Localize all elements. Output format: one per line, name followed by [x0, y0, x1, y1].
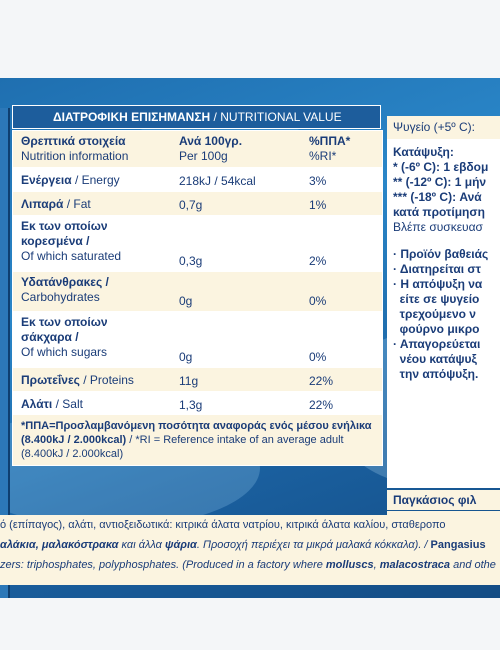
- ingredients-fragment: ,: [373, 559, 380, 571]
- col-label-greek: Θρεπτικά στοιχεία: [21, 134, 126, 148]
- freezer-line: Βλέπε συσκευασ: [393, 220, 483, 234]
- col-ri-greek: %ΠΠΑ*: [309, 134, 351, 148]
- package-background: ΔΙΑΤΡΟΦΙΚΗ ΕΠΙΣΗΜΑΝΣΗ / NUTRITIONAL VALU…: [0, 78, 500, 598]
- instruction-line: την απόψυξη.: [393, 367, 479, 381]
- left-edge-strip: [0, 108, 10, 598]
- ingredients-line-1: ό (επίπαγος), αλάτι, αντιοξειδωτικά: κιτ…: [0, 519, 446, 531]
- row-ri: 0%: [309, 350, 327, 364]
- col-ri-english: %RI*: [309, 149, 337, 163]
- row-label-line: Of which saturated: [21, 249, 122, 263]
- fridge-storage: Ψυγείο (+5º C):: [387, 116, 500, 139]
- nutrition-header-greek: ΔΙΑΤΡΟΦΙΚΗ ΕΠΙΣΗΜΑΝΣΗ: [53, 110, 211, 124]
- nutrition-footnote: *ΠΠΑ=Προσλαμβανόμενη ποσότητα αναφοράς ε…: [13, 415, 382, 465]
- row-label-greek: Αλάτι: [21, 397, 53, 411]
- row-value: 218kJ / 54kcal: [179, 174, 256, 188]
- product-name-english: Pangasius: [430, 539, 486, 551]
- ingredients-text: ό (επίπαγος), αλάτι, αντιοξειδωτικά: κιτ…: [0, 515, 500, 585]
- instruction-line: · Διατηρείται στ: [393, 262, 481, 276]
- freezer-title: Κατάψυξη:: [393, 145, 454, 159]
- ingredients-line: αλάκια, μαλακόστρακα και άλλα ψάρια. Προ…: [0, 535, 500, 555]
- footnote-greek: *ΠΠΑ=Προσλαμβανόμενη ποσότητα αναφοράς ε…: [21, 420, 372, 446]
- row-label-english: Proteins: [89, 373, 134, 387]
- row-ri: 22%: [309, 398, 334, 412]
- product-title: Παγκάσιος φιλ: [387, 490, 500, 510]
- freezer-line: ** (-12º C): 1 μήν: [393, 175, 487, 189]
- ingredients-fragment: και άλλα: [118, 539, 165, 551]
- row-ri: 22%: [309, 374, 334, 388]
- row-ri: 3%: [309, 174, 327, 188]
- table-header-row: Θρεπτικά στοιχεία Nutrition information …: [13, 131, 382, 167]
- ingredients-line: ό (επίπαγος), αλάτι, αντιοξειδωτικά: κιτ…: [0, 515, 500, 535]
- row-value: 0g: [179, 350, 193, 364]
- instruction-line: είτε σε ψυγείο: [393, 292, 480, 306]
- instruction-line: · Προϊόν βαθειάς: [393, 247, 489, 261]
- allergen-text: ψάρια: [164, 539, 197, 551]
- instruction-line: · Απαγορεύεται: [393, 337, 481, 351]
- col-per-english: Per 100g: [179, 149, 228, 163]
- table-row: Αλάτι / Salt 1,3g 22%: [13, 391, 382, 415]
- table-row: Πρωτεΐνες / Proteins 11g 22%: [13, 367, 382, 391]
- row-label-line: Εκ των οποίων: [21, 315, 108, 329]
- row-label-greek: Ενέργεια: [21, 173, 72, 187]
- storage-instructions-panel: Ψυγείο (+5º C): Κατάψυξη: * (-6º C): 1 ε…: [387, 116, 500, 488]
- row-label-line: κορεσμένα /: [21, 234, 90, 248]
- freezer-line: * (-6º C): 1 εβδομ: [393, 160, 489, 174]
- row-value: 0g: [179, 294, 193, 308]
- allergen-text: αλάκια, μαλακόστρακα: [0, 539, 119, 551]
- freezer-line: κατά προτίμηση: [393, 205, 485, 219]
- row-ri: 2%: [309, 254, 327, 268]
- instruction-line: τρεχούμενο ν: [393, 307, 476, 321]
- row-value: 1,3g: [179, 398, 203, 412]
- row-value: 0,3g: [179, 254, 203, 268]
- row-label-english: Energy: [81, 173, 120, 187]
- row-value: 11g: [179, 374, 199, 388]
- row-label-line: Of which sugars: [21, 345, 108, 359]
- row-label-line: σάκχαρα /: [21, 330, 79, 344]
- ingredients-fragment: . Προσοχή περιέχει τα μικρά μαλακά κόκκα…: [196, 539, 431, 551]
- allergen-text: molluscs: [325, 559, 374, 571]
- footnote-english: / *RI = Reference intake of an average a…: [21, 434, 344, 460]
- freezer-line: *** (-18º C): Ανά: [393, 190, 482, 204]
- instruction-line: φούρνο μικρο: [393, 322, 480, 336]
- row-label-line: Carbohydrates: [21, 290, 100, 304]
- nutrition-header: ΔΙΑΤΡΟΦΙΚΗ ΕΠΙΣΗΜΑΝΣΗ / NUTRITIONAL VALU…: [12, 105, 381, 129]
- row-label-greek: Πρωτεΐνες: [21, 373, 80, 387]
- ingredients-fragment: zers: triphosphates, polyphosphates. (Pr…: [0, 559, 326, 571]
- nutrition-table: Θρεπτικά στοιχεία Nutrition information …: [12, 130, 383, 466]
- table-row: Λιπαρά / Fat 0,7g 1%: [13, 191, 382, 215]
- instruction-line: νέου κατάψυξ: [393, 352, 477, 366]
- col-label-english: Nutrition information: [21, 149, 129, 163]
- allergen-text: malacostraca: [379, 559, 451, 571]
- row-label-english: Salt: [62, 397, 83, 411]
- row-label-english: Fat: [73, 197, 91, 211]
- row-ri: 1%: [309, 198, 327, 212]
- table-row: Ενέργεια / Energy 218kJ / 54kcal 3%: [13, 167, 382, 191]
- instruction-line: · Η απόψυξη να: [393, 277, 483, 291]
- ingredients-fragment: and othe: [450, 559, 496, 571]
- row-ri: 0%: [309, 294, 327, 308]
- table-row: Εκ των οποίων σάκχαρα / Of which sugars …: [13, 311, 382, 367]
- row-label-line: Εκ των οποίων: [21, 219, 108, 233]
- table-row: Εκ των οποίων κορεσμένα / Of which satur…: [13, 215, 382, 271]
- nutrition-header-sep: /: [210, 110, 221, 124]
- row-value: 0,7g: [179, 198, 203, 212]
- row-label-line: Υδατάνθρακες /: [21, 275, 109, 289]
- ingredients-line: zers: triphosphates, polyphosphates. (Pr…: [0, 555, 500, 575]
- table-row: Υδατάνθρακες / Carbohydrates 0g 0%: [13, 271, 382, 311]
- nutrition-header-english: NUTRITIONAL VALUE: [220, 110, 342, 124]
- row-label-greek: Λιπαρά: [21, 197, 64, 211]
- col-per-greek: Ανά 100γρ.: [179, 134, 243, 148]
